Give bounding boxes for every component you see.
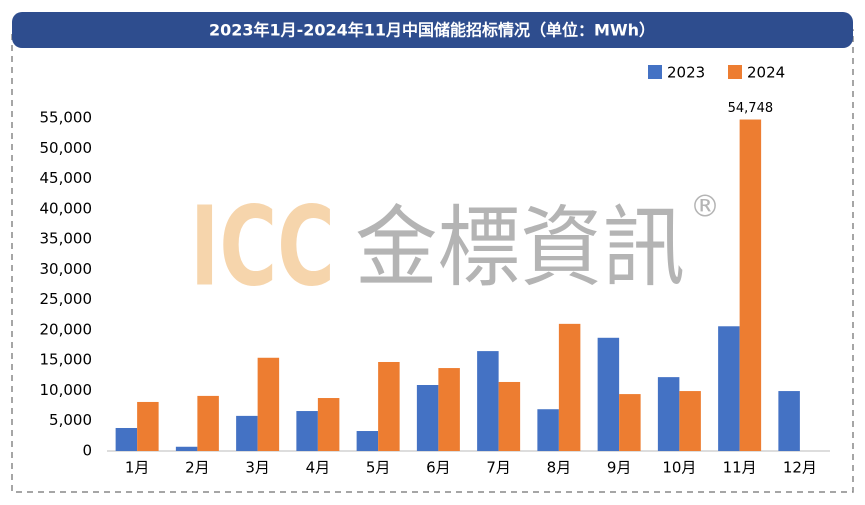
- bar: [115, 427, 138, 451]
- y-tick-label: 50,000: [40, 139, 93, 157]
- bar: [718, 326, 740, 451]
- y-tick-label: 30,000: [40, 260, 93, 278]
- y-tick-label: 35,000: [40, 230, 93, 248]
- bar: [438, 368, 460, 451]
- bar: [416, 385, 439, 451]
- y-tick-label: 10,000: [40, 381, 93, 399]
- bar: [477, 351, 499, 451]
- x-tick-label: 10月: [662, 459, 696, 477]
- y-tick-label: 0: [82, 442, 92, 460]
- y-tick-label: 20,000: [40, 320, 93, 338]
- x-tick-label: 2月: [185, 459, 210, 477]
- watermark-name: 金標資訊: [355, 196, 685, 299]
- legend-label: 2024: [747, 64, 785, 82]
- bar: [137, 401, 159, 451]
- x-tick-label: 4月: [306, 459, 331, 477]
- y-tick-label: 15,000: [40, 351, 93, 369]
- x-tick-label: 3月: [245, 459, 270, 477]
- bar: [498, 381, 521, 451]
- legend-swatch: [728, 65, 742, 79]
- bar: [236, 415, 258, 451]
- bar: [317, 398, 340, 451]
- legend-swatch: [648, 65, 662, 79]
- bar: [619, 394, 641, 451]
- y-tick-label: 55,000: [40, 109, 93, 127]
- bar: [378, 361, 400, 451]
- y-tick-label: 45,000: [40, 169, 93, 187]
- bar: [778, 391, 800, 451]
- bar: [296, 411, 318, 451]
- chart-title: 2023年1月-2024年11月中国储能招标情况（单位：MWh）: [209, 21, 655, 40]
- legend-label: 2023: [667, 64, 705, 82]
- bar: [657, 377, 680, 451]
- x-tick-label: 9月: [607, 459, 632, 477]
- bar: [356, 431, 379, 451]
- bar: [679, 391, 701, 451]
- x-tick-label: 8月: [547, 459, 572, 477]
- bar: [197, 395, 219, 451]
- bar: [558, 323, 581, 451]
- y-tick-label: 25,000: [40, 290, 93, 308]
- watermark-brand: ICC: [190, 182, 335, 310]
- watermark-mark: ®: [690, 190, 720, 225]
- bar: [175, 446, 198, 451]
- title-bar: [12, 12, 853, 48]
- x-tick-label: 7月: [486, 459, 511, 477]
- x-tick-label: 11月: [723, 459, 757, 477]
- bar: [597, 337, 620, 451]
- bar: [257, 357, 280, 451]
- x-tick-label: 1月: [125, 459, 150, 477]
- y-tick-label: 40,000: [40, 199, 93, 217]
- x-tick-label: 5月: [366, 459, 391, 477]
- watermark: ICC 金標資訊 ®: [190, 182, 720, 310]
- x-tick-label: 12月: [783, 459, 817, 477]
- bar: [537, 409, 559, 451]
- value-label: 54,748: [728, 101, 774, 116]
- x-tick-label: 6月: [426, 459, 451, 477]
- y-tick-label: 5,000: [49, 411, 92, 429]
- bar: [739, 119, 762, 451]
